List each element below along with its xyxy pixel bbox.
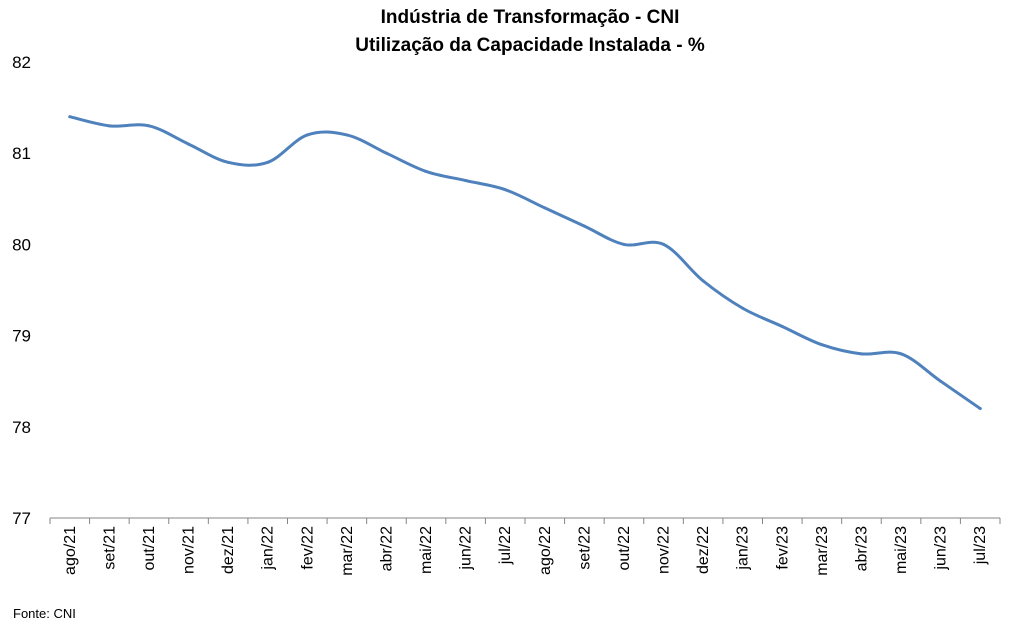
x-tick-label: fev/22 — [299, 526, 316, 570]
x-tick-label: ago/22 — [537, 526, 554, 575]
y-tick-label: 78 — [12, 418, 31, 437]
data-point — [939, 379, 943, 383]
data-point — [622, 242, 626, 246]
y-tick-label: 82 — [12, 53, 31, 72]
x-tick-label: mai/22 — [418, 526, 435, 574]
chart-title: Indústria de Transformação - CNI Utiliza… — [0, 4, 1013, 60]
data-point — [662, 242, 666, 246]
x-tick-label: dez/21 — [220, 526, 237, 574]
data-point — [741, 306, 745, 310]
x-tick-label: mar/23 — [814, 526, 831, 576]
data-point — [899, 352, 903, 356]
x-tick-label: jul/22 — [497, 526, 514, 565]
x-tick-label: mar/22 — [339, 526, 356, 576]
x-tick-label: set/21 — [101, 526, 118, 570]
data-point — [820, 343, 824, 347]
x-tick-label: set/22 — [576, 526, 593, 570]
x-tick-label: jan/22 — [260, 526, 277, 571]
x-tick-label: dez/22 — [695, 526, 712, 574]
data-point — [107, 124, 111, 128]
x-tick-label: abr/22 — [378, 526, 395, 571]
data-point — [780, 324, 784, 328]
series-line — [68, 115, 982, 411]
x-tick-label: jul/23 — [972, 526, 989, 565]
data-point — [187, 142, 191, 146]
data-point — [978, 407, 982, 411]
x-tick-label: jun/22 — [458, 526, 475, 571]
data-point — [701, 279, 705, 283]
data-point — [582, 224, 586, 228]
chart-title-line: Indústria de Transformação - CNI — [380, 7, 680, 28]
x-tick-label: abr/23 — [853, 526, 870, 571]
y-tick-label: 79 — [12, 327, 31, 346]
y-tick-label: 77 — [12, 509, 31, 528]
data-point — [543, 206, 547, 210]
source-note: Fonte: CNI — [13, 606, 76, 621]
x-tick-label: nov/22 — [656, 526, 673, 574]
data-point — [345, 133, 349, 137]
x-tick-label: fev/23 — [774, 526, 791, 570]
data-point — [384, 151, 388, 155]
series-group — [68, 115, 982, 411]
x-tick-label: ago/21 — [62, 526, 79, 575]
x-tick-label: mai/23 — [893, 526, 910, 574]
data-point — [859, 352, 863, 356]
x-tick-label: jan/23 — [735, 526, 752, 571]
x-tick-label: nov/21 — [181, 526, 198, 574]
x-tick-label: jun/23 — [933, 526, 950, 571]
x-tick-label: out/21 — [141, 526, 158, 571]
data-point — [266, 160, 270, 164]
x-tick-label: out/22 — [616, 526, 633, 571]
data-point — [226, 160, 230, 164]
data-point — [424, 169, 428, 173]
data-point — [464, 179, 468, 183]
data-point — [147, 124, 151, 128]
data-point — [503, 188, 507, 192]
data-point — [68, 115, 72, 119]
chart-subtitle-line: Utilização da Capacidade Instalada - % — [355, 35, 705, 56]
y-axis: 77 78 79 80 81 82 — [12, 53, 31, 528]
data-point — [305, 133, 309, 137]
y-tick-label: 80 — [12, 235, 31, 254]
x-axis: ago/21 set/21 out/21 nov/21 dez/21 jan/22 fev/… — [49, 517, 1001, 576]
y-tick-label: 81 — [12, 144, 31, 163]
